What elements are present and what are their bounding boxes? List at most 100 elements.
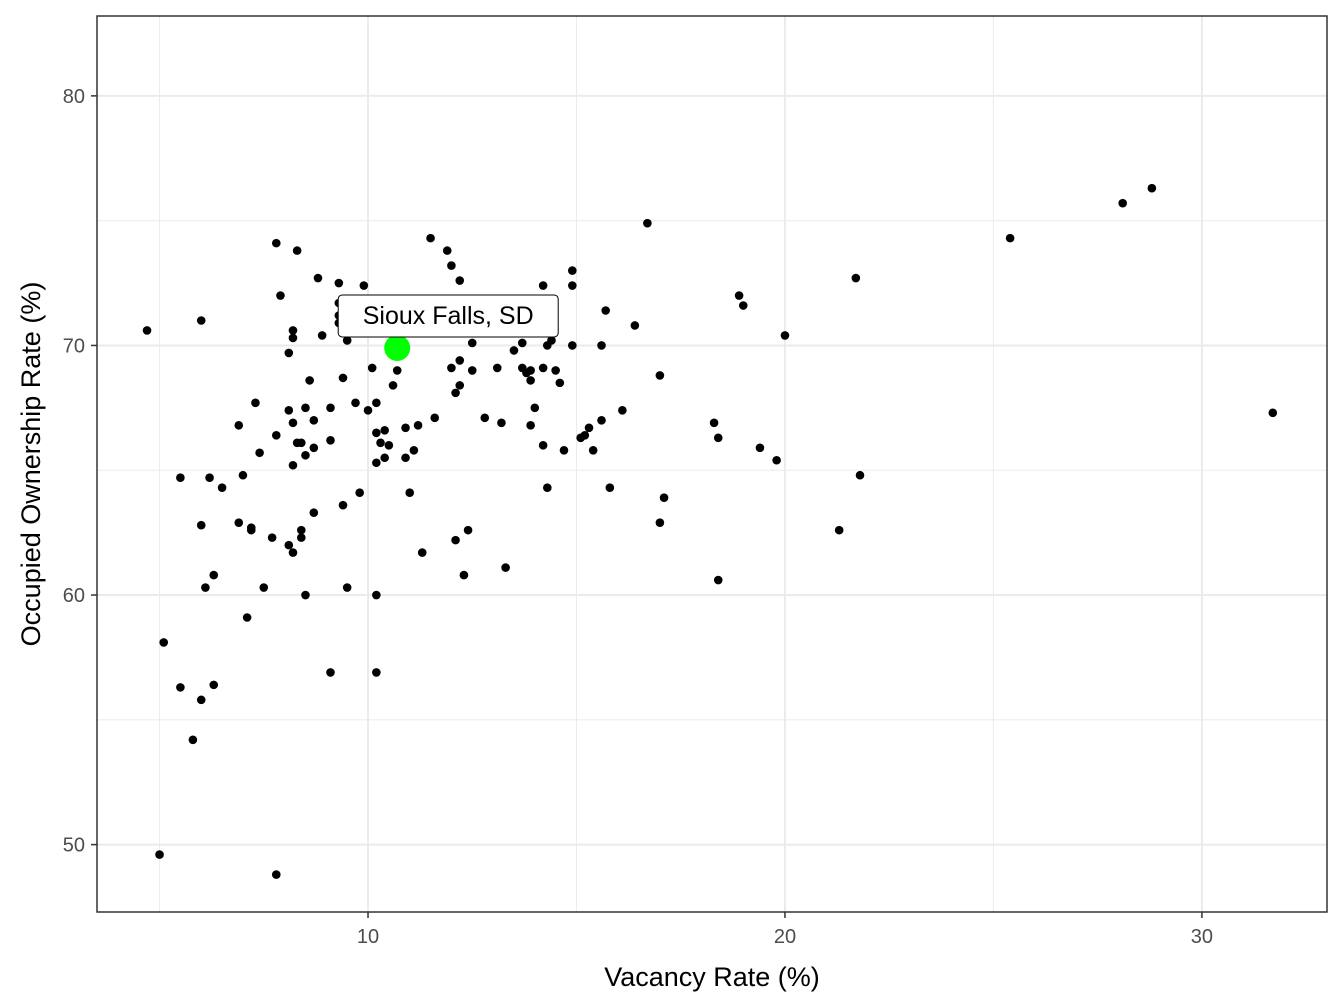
data-point — [447, 363, 456, 373]
data-point — [643, 218, 652, 228]
data-point — [459, 570, 469, 580]
x-tick-label: 30 — [1191, 926, 1213, 948]
y-tick-label: 70 — [63, 335, 85, 357]
data-point — [284, 348, 294, 358]
data-point — [338, 373, 348, 383]
data-point — [1147, 183, 1157, 193]
data-point — [772, 455, 781, 465]
y-tick-label: 80 — [63, 86, 85, 108]
data-points — [142, 183, 1278, 879]
data-point — [217, 483, 227, 493]
data-point — [480, 413, 490, 423]
data-point — [526, 376, 535, 385]
data-point — [242, 613, 252, 622]
data-point — [342, 336, 352, 345]
data-point — [551, 366, 560, 375]
data-point — [388, 381, 398, 390]
data-point — [326, 435, 335, 445]
data-point — [1268, 408, 1278, 418]
data-point — [655, 518, 665, 527]
data-point — [372, 590, 381, 600]
data-point — [209, 570, 219, 580]
data-point — [201, 583, 210, 592]
x-axis-title: Vacancy Rate (%) — [604, 962, 820, 992]
data-point — [517, 338, 527, 348]
data-point — [246, 525, 256, 535]
data-point — [455, 381, 465, 390]
data-point — [455, 276, 465, 285]
data-point — [301, 403, 310, 413]
data-point — [401, 453, 410, 463]
data-point — [526, 421, 535, 430]
data-point — [271, 238, 281, 248]
data-point — [555, 378, 565, 388]
grid-lines — [97, 16, 1327, 912]
data-point — [401, 423, 410, 433]
data-point — [851, 273, 861, 283]
data-point — [447, 261, 456, 270]
data-point — [297, 533, 306, 542]
data-point — [605, 483, 615, 493]
data-point — [543, 483, 552, 493]
data-point — [497, 418, 506, 428]
data-point — [309, 416, 319, 425]
data-point — [334, 278, 344, 288]
data-point — [276, 291, 285, 300]
data-point — [351, 398, 360, 408]
data-point — [309, 508, 319, 517]
data-point — [597, 341, 606, 350]
data-point — [234, 518, 244, 527]
data-point — [284, 540, 294, 550]
data-point — [580, 430, 590, 440]
data-point — [359, 281, 369, 290]
data-point — [155, 850, 164, 859]
y-axis-title: Occupied Ownership Rate (%) — [16, 282, 46, 647]
data-point — [538, 363, 548, 373]
data-point — [376, 438, 385, 448]
data-point — [713, 575, 723, 585]
data-point — [176, 683, 185, 692]
y-tick-label: 50 — [63, 835, 85, 857]
data-point — [713, 433, 723, 443]
data-point — [509, 346, 519, 355]
data-point — [301, 590, 310, 600]
data-point — [601, 306, 610, 315]
data-point — [234, 421, 244, 430]
data-point — [372, 668, 381, 677]
data-point — [326, 668, 335, 677]
data-point — [455, 356, 465, 365]
data-point — [709, 418, 719, 428]
data-point — [597, 416, 606, 425]
data-point — [855, 470, 865, 480]
data-point — [284, 406, 294, 415]
data-point — [301, 450, 310, 460]
data-point — [442, 246, 452, 255]
data-point — [205, 473, 214, 483]
data-point — [367, 363, 377, 373]
data-point — [380, 453, 389, 463]
data-point — [288, 548, 298, 557]
data-point — [530, 403, 540, 413]
data-point — [467, 366, 477, 375]
data-point — [430, 413, 440, 423]
data-point — [196, 695, 206, 705]
data-point — [309, 443, 319, 453]
data-point — [492, 363, 502, 373]
data-point — [559, 445, 569, 455]
data-point — [355, 488, 364, 498]
data-point — [271, 870, 281, 879]
data-point — [372, 458, 381, 468]
data-point — [738, 301, 748, 310]
data-point — [755, 443, 765, 453]
data-point — [568, 281, 577, 290]
data-point — [288, 333, 298, 343]
data-point — [392, 366, 402, 375]
data-point — [384, 440, 394, 450]
data-point — [568, 266, 577, 275]
data-point — [288, 418, 298, 428]
data-point — [1118, 198, 1127, 208]
data-point — [417, 548, 427, 557]
data-point — [159, 638, 169, 647]
data-point — [142, 326, 152, 335]
